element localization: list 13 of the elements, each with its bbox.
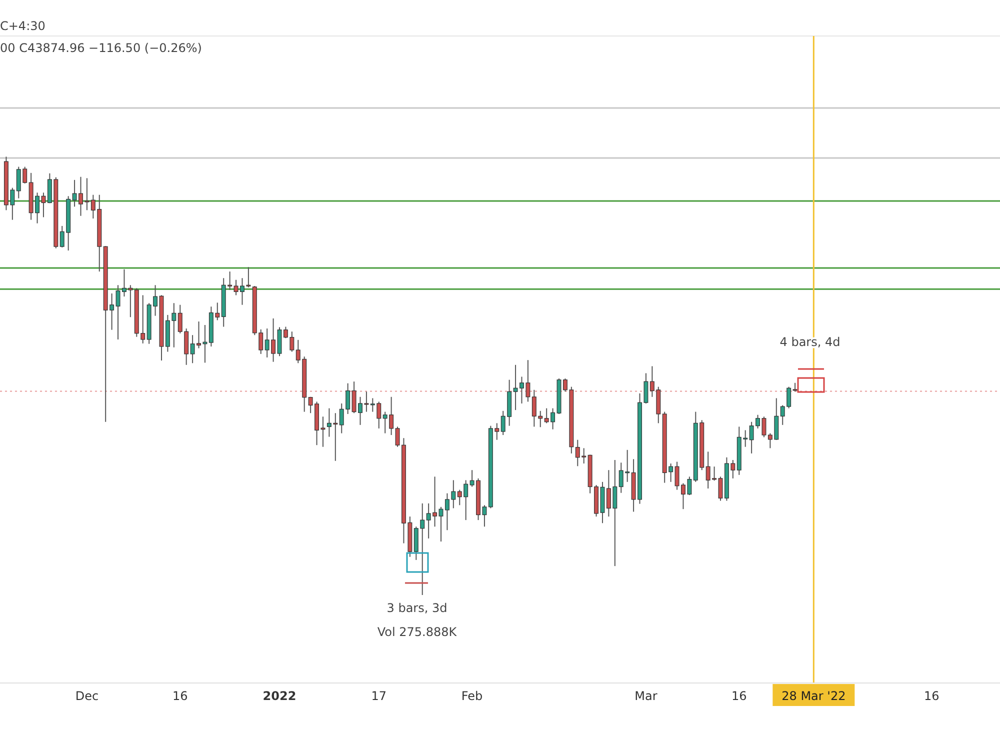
text: Vol 275.888K [377,625,458,639]
text: 3 bars, 3d [386,601,448,615]
x-tick-label: 2022 [262,689,296,703]
text: 00 C43874.96 −116.50 (−0.26%) [0,41,202,55]
x-tick-label: 16 [731,689,747,703]
x-tick-label: Mar [634,689,658,703]
x-tick-label: 16 [172,689,188,703]
x-tick-label: 17 [371,689,387,703]
text: C+4:30 [0,19,46,33]
x-tick-label: Dec [75,689,99,703]
x-tick-label: Feb [461,689,483,703]
x-tick-label: 16 [924,689,940,703]
x-tick-label: 28 Mar '22 [782,689,846,703]
